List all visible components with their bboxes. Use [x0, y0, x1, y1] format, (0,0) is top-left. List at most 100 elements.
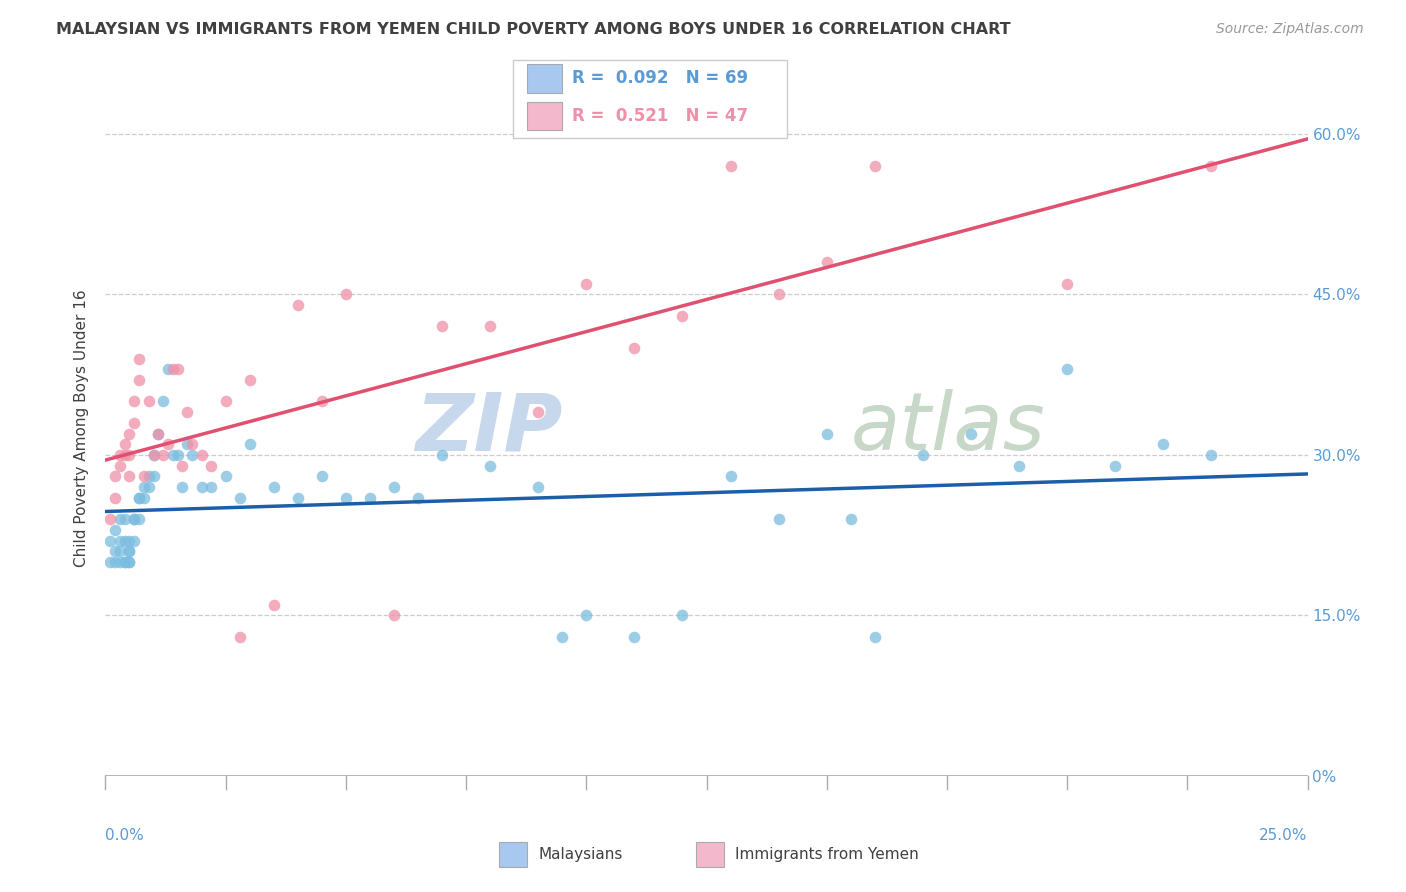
Point	[166, 448, 188, 462]
Point	[114, 555, 136, 569]
Point	[114, 437, 136, 451]
Point	[124, 533, 146, 548]
Point	[382, 480, 405, 494]
Point	[108, 533, 131, 548]
Point	[406, 491, 429, 505]
Text: R =  0.092   N = 69: R = 0.092 N = 69	[572, 70, 748, 87]
Point	[527, 405, 550, 419]
Point	[214, 394, 236, 409]
Point	[479, 319, 502, 334]
Point	[128, 351, 150, 366]
Point	[430, 448, 453, 462]
Y-axis label: Child Poverty Among Boys Under 16: Child Poverty Among Boys Under 16	[75, 289, 90, 567]
Point	[108, 512, 131, 526]
Point	[229, 491, 252, 505]
Point	[1201, 159, 1223, 173]
Point	[128, 491, 150, 505]
Point	[118, 544, 141, 558]
Point	[152, 394, 174, 409]
Point	[839, 512, 862, 526]
Point	[156, 362, 179, 376]
Point	[720, 159, 742, 173]
Point	[911, 448, 934, 462]
Text: R =  0.521   N = 47: R = 0.521 N = 47	[572, 107, 748, 125]
Point	[98, 533, 121, 548]
Point	[104, 523, 127, 537]
Point	[148, 426, 170, 441]
Point	[176, 405, 198, 419]
Point	[1056, 362, 1078, 376]
Point	[190, 448, 212, 462]
Point	[104, 555, 127, 569]
Point	[108, 458, 131, 473]
Point	[200, 480, 222, 494]
Point	[335, 491, 357, 505]
Point	[176, 437, 198, 451]
Text: ZIP: ZIP	[415, 389, 562, 467]
Point	[162, 448, 184, 462]
Point	[104, 544, 127, 558]
Point	[114, 512, 136, 526]
Point	[623, 630, 645, 644]
Point	[768, 512, 790, 526]
Point	[239, 437, 262, 451]
Point	[815, 426, 838, 441]
Point	[382, 608, 405, 623]
Point	[623, 341, 645, 355]
Point	[114, 555, 136, 569]
Point	[114, 533, 136, 548]
Point	[172, 480, 194, 494]
Point	[132, 469, 155, 483]
Point	[156, 437, 179, 451]
Point	[98, 555, 121, 569]
Point	[124, 416, 146, 430]
Point	[671, 309, 693, 323]
Point	[104, 491, 127, 505]
Point	[479, 458, 502, 473]
Point	[118, 533, 141, 548]
Point	[311, 469, 333, 483]
Point	[142, 448, 165, 462]
Point	[768, 287, 790, 301]
Point	[263, 598, 285, 612]
Point	[720, 469, 742, 483]
Point	[142, 448, 165, 462]
Point	[1152, 437, 1174, 451]
Point	[1201, 448, 1223, 462]
Point	[239, 373, 262, 387]
Point	[1056, 277, 1078, 291]
Point	[104, 469, 127, 483]
Text: Immigrants from Yemen: Immigrants from Yemen	[735, 847, 920, 862]
Point	[190, 480, 212, 494]
Point	[575, 277, 598, 291]
Point	[128, 491, 150, 505]
Point	[575, 608, 598, 623]
Point	[124, 394, 146, 409]
Point	[200, 458, 222, 473]
Point	[138, 480, 160, 494]
Point	[132, 480, 155, 494]
Point	[430, 319, 453, 334]
Point	[138, 469, 160, 483]
Point	[671, 608, 693, 623]
Point	[162, 362, 184, 376]
Point	[114, 448, 136, 462]
Point	[229, 630, 252, 644]
Point	[128, 512, 150, 526]
Point	[128, 373, 150, 387]
Point	[527, 480, 550, 494]
Point	[148, 426, 170, 441]
Point	[108, 448, 131, 462]
Point	[118, 448, 141, 462]
Text: atlas: atlas	[851, 389, 1046, 467]
Point	[124, 512, 146, 526]
Point	[152, 448, 174, 462]
Point	[311, 394, 333, 409]
Point	[287, 491, 309, 505]
Text: Malaysians: Malaysians	[538, 847, 623, 862]
Point	[118, 555, 141, 569]
Point	[815, 255, 838, 269]
Point	[1104, 458, 1126, 473]
Point	[138, 394, 160, 409]
Point	[335, 287, 357, 301]
